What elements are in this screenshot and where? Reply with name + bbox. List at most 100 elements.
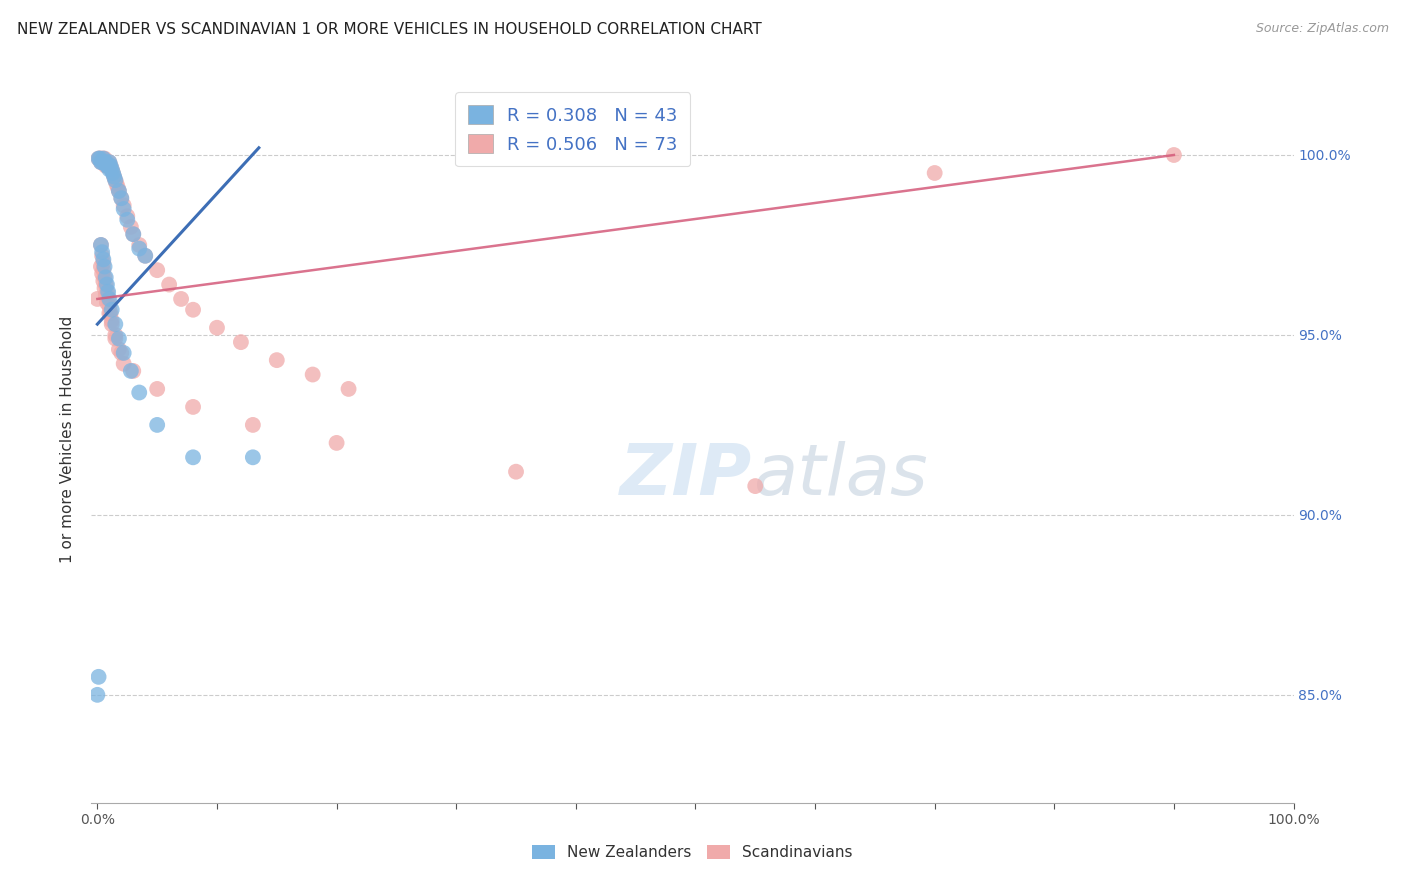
Text: NEW ZEALANDER VS SCANDINAVIAN 1 OR MORE VEHICLES IN HOUSEHOLD CORRELATION CHART: NEW ZEALANDER VS SCANDINAVIAN 1 OR MORE …: [17, 22, 762, 37]
Point: [96, 159, 118, 173]
Point: [89, 152, 111, 166]
Text: atlas: atlas: [752, 442, 927, 510]
Point: [98, 292, 121, 306]
Point: [122, 364, 145, 378]
Point: [100, 306, 122, 320]
Point: [96, 285, 118, 299]
Point: [112, 357, 135, 371]
Point: [91, 245, 114, 260]
Point: [157, 277, 180, 292]
Point: [1163, 148, 1185, 162]
Point: [93, 152, 115, 166]
Point: [181, 450, 204, 465]
Point: [242, 417, 264, 432]
Point: [96, 155, 118, 169]
Point: [98, 306, 121, 320]
Point: [94, 155, 117, 169]
Point: [105, 177, 128, 191]
Point: [97, 292, 120, 306]
Point: [104, 173, 127, 187]
Point: [100, 317, 122, 331]
Point: [205, 320, 228, 334]
Point: [103, 169, 125, 184]
Point: [924, 166, 946, 180]
Point: [108, 343, 131, 357]
Point: [87, 670, 110, 684]
Point: [87, 152, 110, 166]
Point: [89, 152, 111, 166]
Point: [90, 155, 112, 169]
Point: [120, 219, 142, 234]
Point: [94, 288, 117, 302]
Point: [170, 292, 193, 306]
Point: [91, 267, 114, 281]
Point: [94, 155, 117, 169]
Point: [181, 400, 204, 414]
Point: [122, 227, 145, 242]
Point: [93, 152, 115, 166]
Text: Source: ZipAtlas.com: Source: ZipAtlas.com: [1256, 22, 1389, 36]
Point: [505, 465, 527, 479]
Point: [93, 263, 115, 277]
Point: [93, 274, 115, 288]
Point: [93, 281, 115, 295]
Point: [110, 191, 132, 205]
Point: [98, 159, 121, 173]
Point: [93, 155, 115, 169]
Point: [301, 368, 323, 382]
Point: [128, 385, 150, 400]
Point: [128, 242, 150, 256]
Point: [87, 152, 110, 166]
Point: [146, 263, 169, 277]
Point: [134, 249, 156, 263]
Point: [100, 159, 122, 173]
Point: [110, 191, 132, 205]
Point: [181, 302, 204, 317]
Point: [134, 249, 156, 263]
Point: [117, 212, 139, 227]
Point: [90, 155, 112, 169]
Point: [104, 173, 127, 187]
Point: [101, 166, 124, 180]
Point: [112, 202, 135, 216]
Y-axis label: 1 or more Vehicles in Household: 1 or more Vehicles in Household: [60, 316, 76, 563]
Point: [117, 209, 139, 223]
Point: [112, 346, 135, 360]
Point: [90, 152, 112, 166]
Point: [100, 302, 122, 317]
Point: [100, 159, 122, 173]
Point: [266, 353, 288, 368]
Point: [325, 436, 347, 450]
Point: [90, 238, 112, 252]
Point: [242, 450, 264, 465]
Point: [96, 295, 118, 310]
Point: [94, 270, 117, 285]
Point: [744, 479, 766, 493]
Point: [93, 260, 115, 274]
Point: [128, 238, 150, 252]
Legend: New Zealanders, Scandinavians: New Zealanders, Scandinavians: [524, 838, 860, 868]
Point: [86, 688, 108, 702]
Point: [122, 227, 145, 242]
Point: [110, 346, 132, 360]
Point: [98, 299, 121, 313]
Point: [94, 277, 117, 292]
Point: [93, 152, 115, 166]
Point: [146, 417, 169, 432]
Text: ZIP: ZIP: [620, 442, 752, 510]
Point: [98, 155, 121, 169]
Point: [91, 249, 114, 263]
Point: [146, 382, 169, 396]
Point: [104, 327, 127, 342]
Point: [91, 155, 114, 169]
Point: [108, 184, 131, 198]
Point: [229, 335, 252, 350]
Point: [107, 180, 129, 194]
Point: [96, 277, 118, 292]
Point: [98, 159, 121, 173]
Point: [337, 382, 360, 396]
Point: [112, 198, 135, 212]
Point: [101, 166, 124, 180]
Point: [86, 292, 108, 306]
Point: [90, 238, 112, 252]
